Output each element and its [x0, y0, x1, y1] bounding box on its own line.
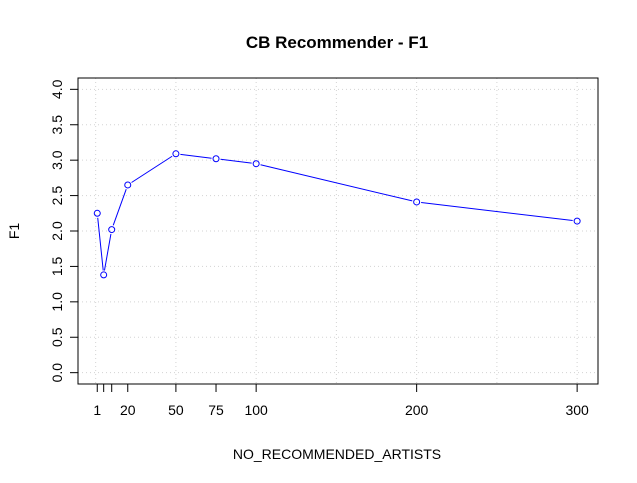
series-line-segment	[112, 189, 127, 226]
data-point	[212, 155, 220, 163]
series-line-segment	[180, 153, 212, 159]
data-point	[172, 150, 180, 158]
x-tick-label: 100	[244, 402, 268, 418]
grid	[78, 78, 598, 384]
y-tick-label: 0.5	[49, 327, 65, 347]
series-line-segment	[260, 164, 413, 202]
y-axis-label: F1	[6, 223, 22, 240]
series-line-segment	[131, 155, 173, 183]
series-line-segment	[220, 158, 252, 164]
y-tick-label: 0.0	[49, 363, 65, 383]
data-point	[108, 226, 116, 234]
chart-title: CB Recommender - F1	[246, 33, 428, 52]
x-axis-label: NO_RECOMMENDED_ARTISTS	[233, 446, 441, 462]
y-tick-label: 2.0	[49, 221, 65, 241]
y-tick-label: 1.0	[49, 292, 65, 312]
y-tick-label: 3.5	[49, 115, 65, 135]
y-tick-label: 3.0	[49, 150, 65, 170]
data-point	[573, 217, 581, 225]
x-tick-label: 20	[120, 402, 136, 418]
data-point	[252, 160, 260, 168]
x-tick-label: 200	[405, 402, 429, 418]
series-line-segment	[97, 217, 104, 271]
series-line-segment	[421, 201, 573, 222]
series	[93, 150, 581, 279]
y-tick-label: 4.0	[49, 79, 65, 99]
axes: 1 20 50 75 100 200 300 0.0 0.5 1.0 1.5 2.0 2.5 3.0 3.5…	[49, 79, 589, 418]
x-tick-label: 300	[565, 402, 589, 418]
data-point	[100, 271, 108, 279]
series-line-segment	[103, 233, 112, 271]
x-tick-label: 1	[93, 402, 101, 418]
x-tick-label: 75	[208, 402, 224, 418]
y-tick-label: 2.5	[49, 186, 65, 206]
data-point	[413, 198, 421, 206]
y-tick-label: 1.5	[49, 256, 65, 276]
x-tick-label: 50	[168, 402, 184, 418]
data-point	[124, 181, 132, 189]
data-point	[93, 209, 101, 217]
